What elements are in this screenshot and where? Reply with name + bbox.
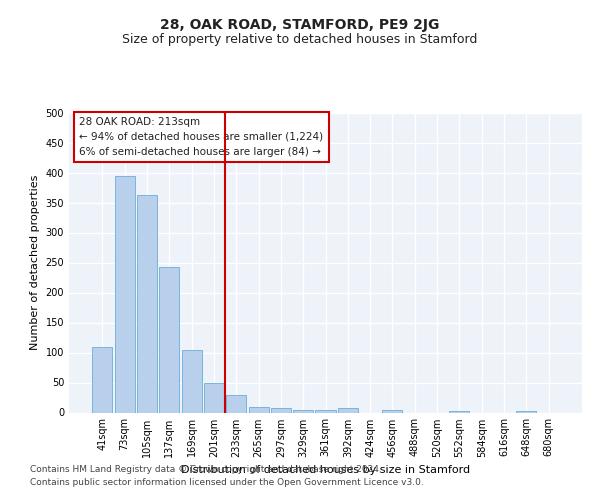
Bar [382,410,403,412]
Bar [92,346,112,412]
Bar [338,408,358,412]
Bar [248,406,269,412]
Bar [226,394,246,412]
Text: 28, OAK ROAD, STAMFORD, PE9 2JG: 28, OAK ROAD, STAMFORD, PE9 2JG [160,18,440,32]
Bar [316,410,335,412]
Bar [204,382,224,412]
Y-axis label: Number of detached properties: Number of detached properties [30,175,40,350]
Text: Size of property relative to detached houses in Stamford: Size of property relative to detached ho… [122,32,478,46]
Text: Contains public sector information licensed under the Open Government Licence v3: Contains public sector information licen… [30,478,424,487]
Bar [271,408,291,412]
Text: 28 OAK ROAD: 213sqm
← 94% of detached houses are smaller (1,224)
6% of semi-deta: 28 OAK ROAD: 213sqm ← 94% of detached ho… [79,117,323,156]
Bar [159,266,179,412]
Bar [182,350,202,412]
X-axis label: Distribution of detached houses by size in Stamford: Distribution of detached houses by size … [181,465,470,475]
Bar [137,194,157,412]
Bar [449,410,469,412]
Bar [516,410,536,412]
Text: Contains HM Land Registry data © Crown copyright and database right 2024.: Contains HM Land Registry data © Crown c… [30,466,382,474]
Bar [115,176,135,412]
Bar [293,410,313,412]
